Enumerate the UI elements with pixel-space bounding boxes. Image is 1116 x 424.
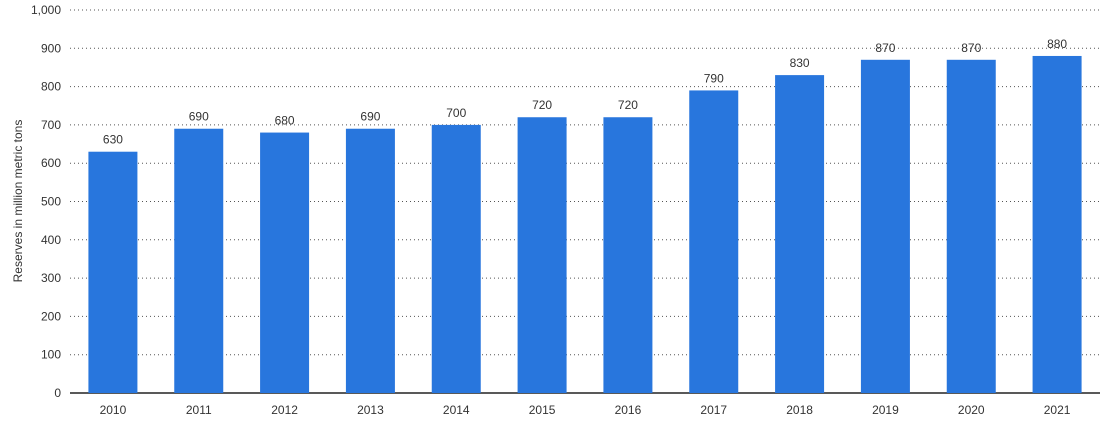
y-tick-label: 900 bbox=[41, 41, 61, 55]
bar-2015 bbox=[517, 117, 567, 394]
y-tick-label: 0 bbox=[54, 386, 61, 400]
y-tick-label: 100 bbox=[41, 348, 61, 362]
x-tick-label: 2018 bbox=[786, 403, 813, 417]
x-tick-label: 2012 bbox=[271, 403, 298, 417]
x-tick-label: 2011 bbox=[186, 403, 212, 417]
y-tick-label: 800 bbox=[41, 80, 61, 94]
bar-2016 bbox=[603, 117, 653, 394]
y-tick-label: 300 bbox=[41, 271, 61, 285]
data-label-2018: 830 bbox=[790, 56, 810, 70]
bar-2019 bbox=[860, 59, 910, 393]
data-labels: 630 690 680 690 700 720 720 790 830 870 870 880 bbox=[103, 37, 1068, 147]
x-tick-label: 2017 bbox=[700, 403, 727, 417]
y-tick-label: 400 bbox=[41, 233, 61, 247]
y-axis-ticks: 0 100 200 300 400 500 600 700 800 900 1,000 bbox=[31, 3, 61, 400]
y-axis-title: Reserves in million metric tons bbox=[11, 120, 25, 283]
x-tick-label: 2010 bbox=[100, 403, 127, 417]
bar-2014 bbox=[431, 124, 481, 394]
bar-2010 bbox=[88, 151, 138, 393]
gridlines bbox=[70, 9, 1100, 394]
data-label-2012: 680 bbox=[275, 114, 295, 128]
y-tick-label: 600 bbox=[41, 156, 61, 170]
data-label-2016: 720 bbox=[618, 98, 638, 112]
x-tick-label: 2020 bbox=[958, 403, 985, 417]
data-label-2010: 630 bbox=[103, 133, 123, 147]
data-label-2014: 700 bbox=[446, 106, 466, 120]
bar-2012 bbox=[260, 132, 310, 393]
data-label-2011: 690 bbox=[189, 110, 209, 124]
bars bbox=[88, 55, 1082, 394]
data-label-2017: 790 bbox=[704, 71, 724, 85]
bar-2020 bbox=[946, 59, 996, 393]
bar-2021 bbox=[1032, 55, 1082, 394]
data-label-2021: 880 bbox=[1047, 37, 1067, 51]
y-tick-label: 500 bbox=[41, 195, 61, 209]
x-tick-label: 2019 bbox=[872, 403, 899, 417]
data-label-2015: 720 bbox=[532, 98, 552, 112]
y-tick-label: 200 bbox=[41, 309, 61, 323]
bar-2017 bbox=[689, 90, 739, 394]
x-tick-label: 2016 bbox=[615, 403, 642, 417]
y-tick-label: 1,000 bbox=[31, 3, 61, 17]
x-axis-ticks: 2010 2011 2012 2013 2014 2015 2016 2017 2018 2019… bbox=[100, 403, 1071, 417]
data-label-2019: 870 bbox=[875, 41, 895, 55]
x-tick-label: 2014 bbox=[443, 403, 470, 417]
x-tick-label: 2015 bbox=[529, 403, 556, 417]
data-label-2020: 870 bbox=[961, 41, 981, 55]
bar-2011 bbox=[174, 128, 224, 394]
y-tick-label: 700 bbox=[41, 118, 61, 132]
bar-2018 bbox=[775, 75, 825, 394]
x-tick-label: 2013 bbox=[357, 403, 384, 417]
data-label-2013: 690 bbox=[360, 110, 380, 124]
x-tick-label: 2021 bbox=[1044, 403, 1071, 417]
bar-2013 bbox=[345, 128, 395, 394]
